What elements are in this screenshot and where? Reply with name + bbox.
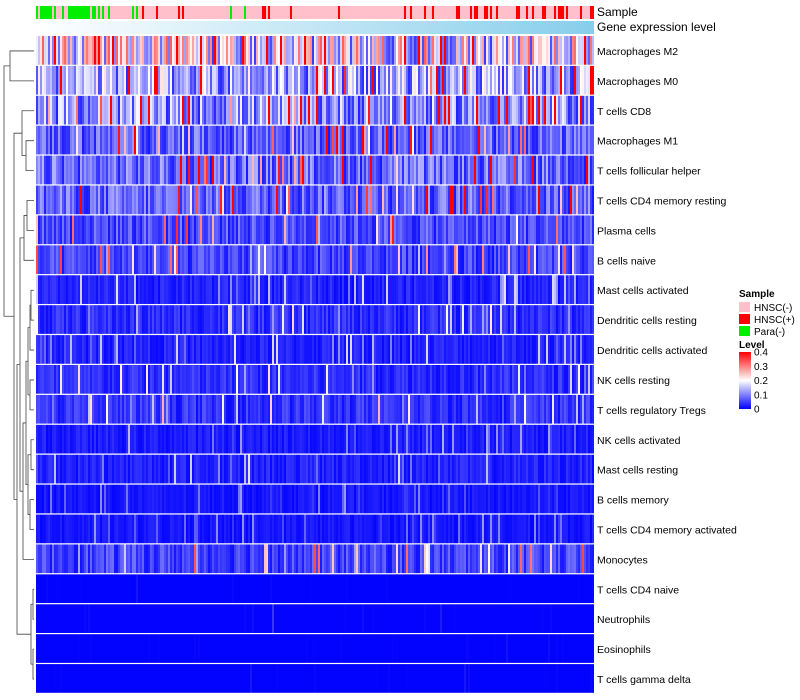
row-label: Neutrophils bbox=[597, 614, 650, 626]
heatmap-row bbox=[36, 275, 594, 304]
row-label: T cells CD4 naive bbox=[597, 584, 679, 596]
heatmap-row bbox=[36, 544, 594, 574]
legend-color-bar bbox=[739, 352, 751, 409]
legend-swatch bbox=[739, 302, 750, 312]
legend-tick-label: 0.1 bbox=[754, 390, 768, 401]
row-label: Monocytes bbox=[597, 554, 648, 566]
legend-item-label: HNSC(-) bbox=[754, 303, 792, 314]
row-label: Macrophages M2 bbox=[597, 46, 678, 58]
row-label: T cells regulatory Tregs bbox=[597, 405, 706, 417]
row-label: NK cells activated bbox=[597, 435, 681, 447]
annotation-bar-sample bbox=[36, 6, 594, 19]
annotation-label-sample: Sample bbox=[597, 5, 638, 19]
annotation-label-gene-expression: Gene expression level bbox=[597, 20, 716, 34]
row-dendrogram bbox=[3, 50, 34, 680]
heatmap-row bbox=[36, 125, 594, 155]
legend-sample: Sample HNSC(-)HNSC(+)Para(-) bbox=[739, 289, 795, 338]
heatmap-row bbox=[36, 335, 594, 364]
dendrogram-link bbox=[29, 379, 34, 411]
dendrogram-link bbox=[26, 200, 34, 231]
legend-swatch bbox=[739, 314, 750, 324]
column-annotations bbox=[36, 6, 594, 34]
legend-level-title: Level bbox=[739, 340, 765, 351]
row-label: NK cells resting bbox=[597, 375, 670, 387]
heatmap-row bbox=[36, 185, 594, 215]
legend-sample-title: Sample bbox=[739, 289, 775, 300]
heatmap-row bbox=[36, 65, 594, 95]
dendrogram-link bbox=[23, 215, 34, 261]
heatmap-row bbox=[36, 484, 594, 514]
dendrogram-link bbox=[30, 289, 34, 321]
row-labels: Macrophages M2 Macrophages M0 T cells CD8 M… bbox=[597, 46, 737, 686]
dendrogram-link bbox=[29, 499, 34, 530]
dendrogram-link bbox=[25, 140, 34, 171]
annotation-bar-gene-expression bbox=[36, 21, 594, 34]
legend-tick-label: 0.2 bbox=[754, 376, 768, 387]
row-label: Macrophages M0 bbox=[597, 76, 678, 88]
heatmap-row bbox=[36, 215, 594, 245]
heatmap-row bbox=[36, 36, 594, 65]
row-label: Macrophages M1 bbox=[597, 136, 678, 148]
row-label: Mast cells resting bbox=[597, 465, 678, 477]
row-label: Dendritic cells resting bbox=[597, 315, 697, 327]
heatmap-row bbox=[36, 514, 594, 544]
heatmap-cells bbox=[36, 36, 594, 693]
dendrogram-link bbox=[9, 50, 34, 82]
dendrogram-link bbox=[32, 588, 34, 620]
dendrogram-link bbox=[22, 422, 34, 560]
dendrogram-link bbox=[30, 439, 34, 471]
heatmap-row bbox=[36, 155, 594, 185]
legend-level: Level 0.4 0.3 0.2 0.1 0 bbox=[739, 340, 768, 416]
dendrogram-link bbox=[21, 110, 34, 157]
dendrogram-link bbox=[16, 364, 31, 635]
row-label: T cells follicular helper bbox=[597, 166, 701, 178]
heatmap-row bbox=[36, 574, 594, 604]
heatmap-row bbox=[36, 365, 594, 394]
heatmap-row bbox=[36, 454, 594, 484]
heatmap-row bbox=[36, 424, 594, 454]
heatmap-row bbox=[36, 664, 594, 693]
row-label: B cells memory bbox=[597, 495, 670, 507]
dendrogram-link bbox=[27, 454, 31, 515]
heatmap-row bbox=[36, 634, 594, 663]
row-label: Mast cells activated bbox=[597, 285, 689, 297]
legend-tick-label: 0.3 bbox=[754, 362, 768, 373]
legend-tick-label: 0.4 bbox=[754, 348, 768, 359]
legend-item-label: Para(-) bbox=[754, 327, 785, 338]
heatmap-row bbox=[36, 245, 594, 275]
row-label: Dendritic cells activated bbox=[597, 345, 707, 357]
heatmap-row bbox=[36, 394, 594, 424]
dendrogram-link bbox=[3, 65, 14, 317]
legend-swatch bbox=[739, 326, 750, 336]
row-label: T cells CD4 memory activated bbox=[597, 525, 737, 537]
legend-tick-label: 0 bbox=[754, 405, 760, 416]
heatmap-row bbox=[36, 95, 594, 125]
dendrogram-link bbox=[32, 648, 34, 680]
legend-item-label: HNSC(+) bbox=[754, 315, 795, 326]
heatmap-row bbox=[36, 305, 594, 334]
row-label: Plasma cells bbox=[597, 225, 656, 237]
row-label: T cells gamma delta bbox=[597, 674, 691, 686]
dendrogram-link bbox=[13, 132, 22, 500]
row-label: T cells CD4 memory resting bbox=[597, 196, 726, 208]
row-label: B cells naive bbox=[597, 255, 656, 267]
heatmap-row bbox=[36, 604, 594, 633]
row-label: Eosinophils bbox=[597, 644, 651, 656]
row-label: T cells CD8 bbox=[597, 106, 651, 118]
